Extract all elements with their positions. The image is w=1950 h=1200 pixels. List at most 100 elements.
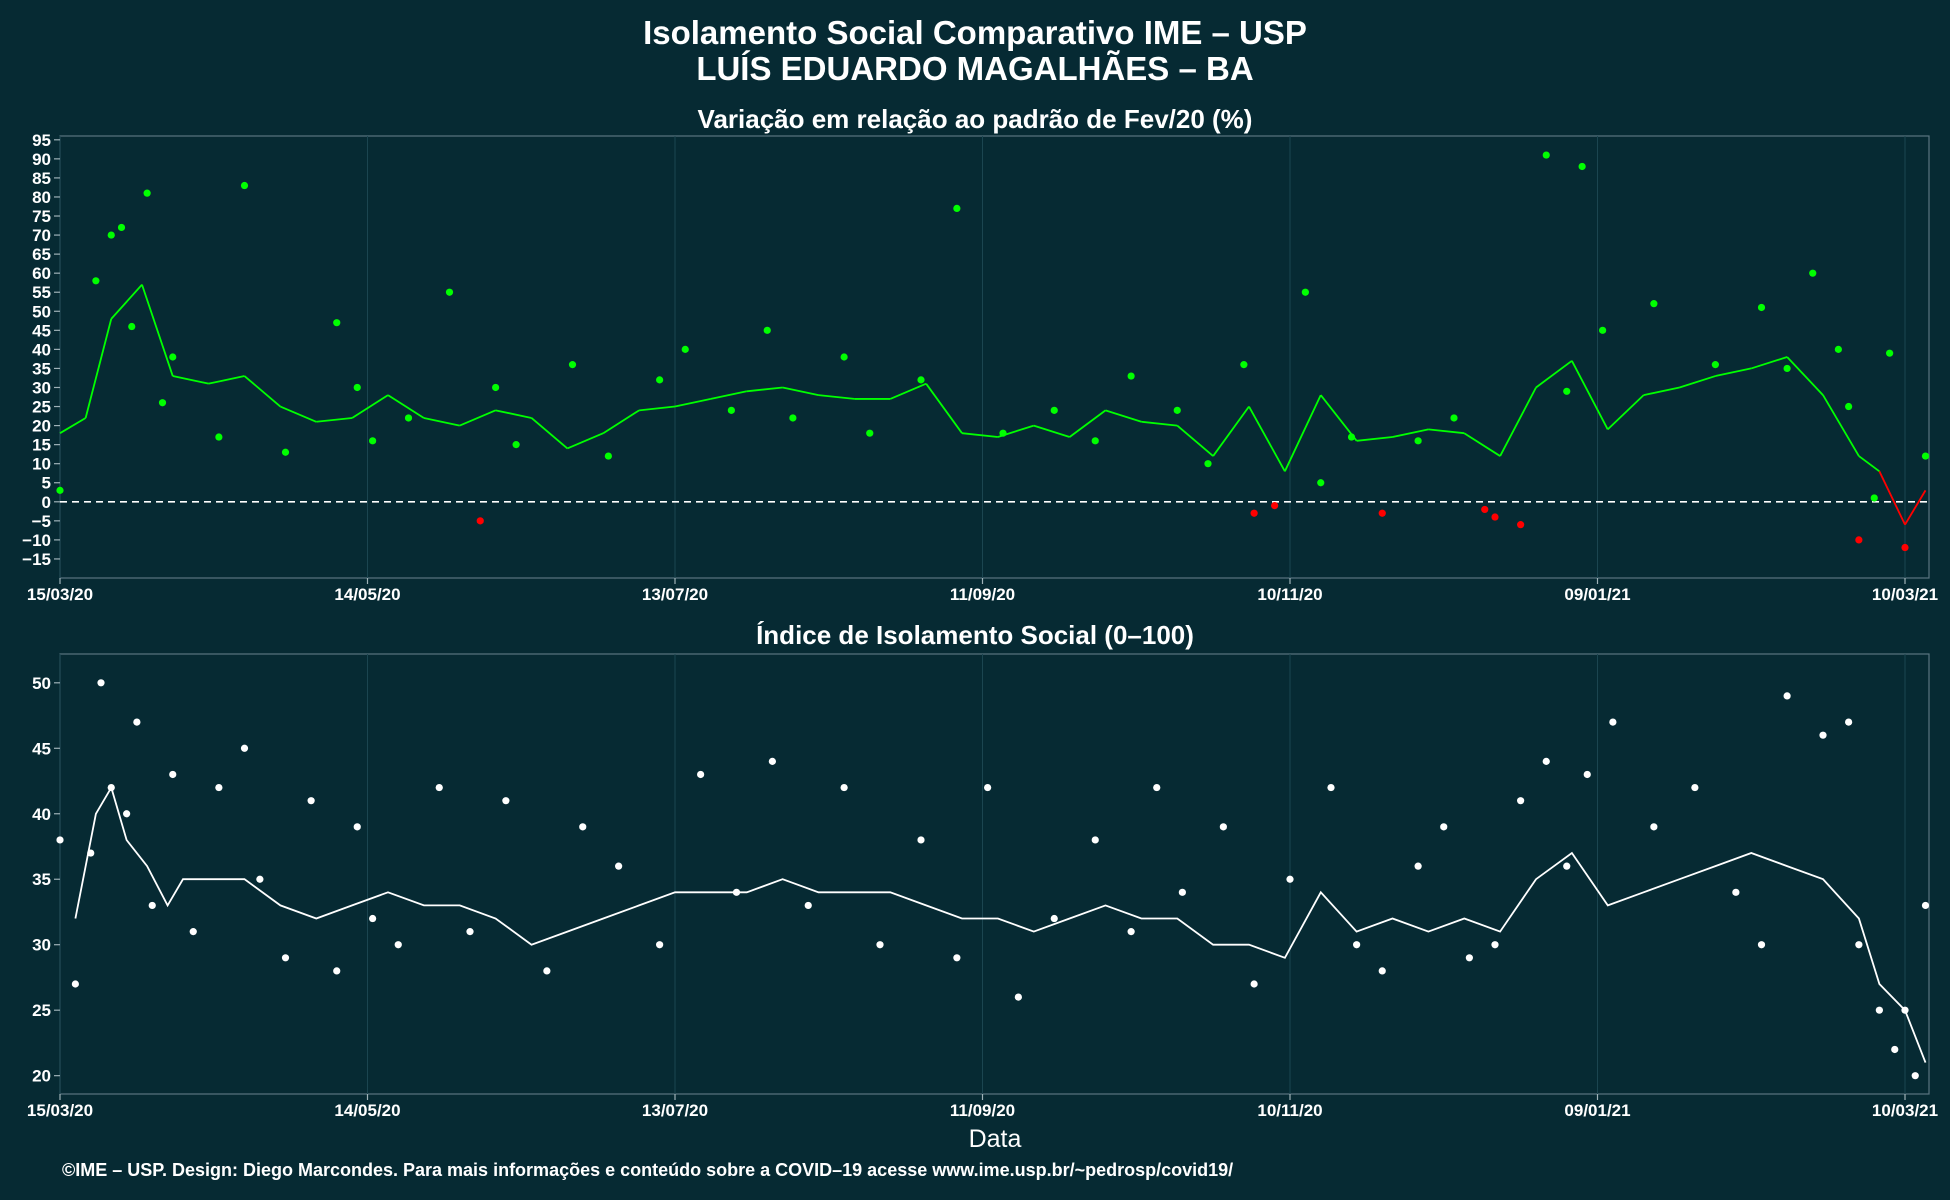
moving-average-segment [1715,367,1752,377]
x-tick-label: 09/01/21 [1564,585,1630,604]
data-point [1286,875,1294,883]
moving-average-segment [1320,394,1358,442]
y-tick-label: 50 [32,302,51,321]
y-tick-label: 85 [32,169,51,188]
x-tick-label: 15/03/20 [27,585,93,604]
moving-average-segment [1069,409,1107,438]
data-point [353,823,361,831]
data-point [804,901,812,910]
data-point [1886,349,1894,357]
data-point [1153,783,1161,792]
data-point [117,223,126,232]
moving-average-segment [1535,360,1573,389]
data-point [71,980,79,988]
moving-average-segment [1033,424,1070,438]
data-point [1875,1006,1883,1014]
data-point [56,836,64,844]
y-tick-label: 35 [32,870,51,889]
data-point [840,783,848,792]
data-point [1783,364,1791,373]
data-point [866,429,874,437]
data-point [1091,437,1099,445]
moving-average-segment [280,405,317,423]
data-point [240,181,249,190]
data-point [143,189,151,197]
data-point [512,441,520,449]
data-point [1517,521,1525,529]
y-tick-label: 20 [32,1067,51,1086]
data-point [953,954,961,962]
y-tick-label: 90 [32,150,51,169]
data-point [435,783,443,792]
y-tick-label: 55 [32,283,51,302]
data-point [917,836,925,844]
data-point [953,204,961,212]
data-point [107,231,115,239]
data-point [1414,437,1422,445]
data-point [1240,361,1248,369]
y-tick-label: 45 [32,739,51,758]
x-tick-label: 14/05/20 [334,1101,400,1120]
data-point [568,361,577,369]
moving-average-segment [1392,428,1429,438]
moving-average-segment [1499,387,1537,457]
data-point [1834,345,1842,353]
data-point [1050,406,1058,414]
data-point [1491,513,1499,521]
y-tick-label: 65 [32,245,51,264]
data-point [697,770,705,779]
data-point [466,928,474,936]
x-tick-label: 14/05/20 [334,585,400,604]
data-point [502,797,510,805]
y-tick-label: 70 [32,226,51,245]
data-point [579,823,587,831]
data-point [1783,692,1791,700]
y-tick-label: 60 [32,264,51,283]
moving-average-segment [782,386,819,396]
y-tick-label: 25 [32,1001,51,1020]
y-tick-label: 75 [32,207,51,226]
data-point [1127,928,1135,936]
data-point [333,967,341,975]
data-point [768,757,776,765]
moving-average-segment [1463,432,1501,457]
moving-average-segment [1822,394,1860,457]
y-tick-label: 50 [32,674,51,693]
data-point [763,326,771,334]
data-point [1809,269,1817,277]
data-point [789,414,797,422]
data-point [1901,1006,1909,1014]
moving-average-segment [1248,406,1286,472]
moving-average-segment [1643,386,1680,396]
x-tick-label: 11/09/20 [950,585,1015,604]
data-point [1542,757,1550,765]
moving-average-segment [208,375,245,385]
top-panel-title: Variação em relação ao padrão de Fev/20 … [698,104,1253,134]
moving-average-segment [530,417,568,450]
x-tick-label: 11/09/20 [950,1101,1015,1120]
data-point [1517,797,1525,805]
data-point [1609,718,1617,726]
data-point [1481,505,1489,514]
data-point [656,376,664,384]
data-point [681,345,689,353]
main-title-line2: LUÍS EDUARDO MAGALHÃES – BA [696,50,1253,87]
data-point [1014,993,1022,1001]
x-tick-label: 09/01/21 [1564,1101,1630,1120]
moving-average-segment [818,394,855,400]
moving-average-segment [710,390,747,400]
x-tick-label: 13/07/20 [642,585,708,604]
x-tick-label: 10/11/20 [1257,585,1322,604]
y-tick-label: 95 [32,131,51,150]
x-axis-label: Data [969,1125,1022,1153]
x-tick-label: 13/07/20 [642,1101,708,1120]
data-point [133,718,141,726]
moving-average-segment [1428,428,1465,435]
data-point [369,437,377,445]
data-point [1091,836,1099,844]
moving-average-segment [1904,489,1927,526]
moving-average-segment [1679,375,1716,389]
data-point [1921,452,1930,460]
moving-average-segment [602,409,640,434]
